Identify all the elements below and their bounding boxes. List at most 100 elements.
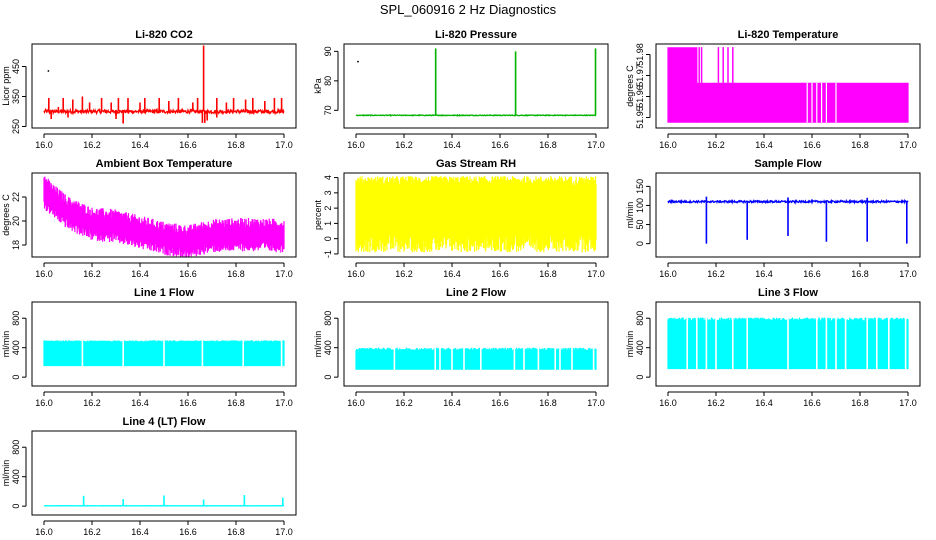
rh-band bbox=[355, 176, 597, 253]
line1-y-tick-label: 0 bbox=[11, 375, 21, 380]
rh-x-tick-label: 17.0 bbox=[587, 269, 605, 279]
line3-y-tick-label: 0 bbox=[635, 375, 645, 380]
line3-x-tick-label: 16.8 bbox=[851, 398, 869, 408]
line1-x-tick-label: 17.0 bbox=[275, 398, 293, 408]
sample_flow-x-tick-label: 16.8 bbox=[851, 269, 869, 279]
line1-x-tick-label: 16.0 bbox=[35, 398, 53, 408]
rh-y-tick-label: 3 bbox=[323, 190, 333, 195]
co2-x-tick-label: 17.0 bbox=[275, 140, 293, 150]
panel-line2: Line 2 Flow 16.0 16.2 16.4 16.6 16.8 17.0 0 400 8… bbox=[313, 287, 609, 408]
line2-x-tick-label: 16.8 bbox=[539, 398, 557, 408]
panel-rh: Gas Stream RH 16.0 16.2 16.4 16.6 16.8 17.0 -1 0… bbox=[313, 158, 609, 279]
line4-x-tick-label: 16.8 bbox=[227, 527, 245, 537]
ambient_temp-frame bbox=[31, 172, 297, 258]
line4-x-tick-label: 16.6 bbox=[179, 527, 197, 537]
line4-x-tick-label: 16.0 bbox=[35, 527, 53, 537]
line2-y-tick-label: 400 bbox=[323, 340, 333, 355]
co2-line bbox=[43, 107, 285, 116]
co2-title: Li-820 CO2 bbox=[135, 29, 192, 41]
co2-x-tick-label: 16.4 bbox=[131, 140, 149, 150]
licor_temp-x-tick-label: 17.0 bbox=[899, 140, 917, 150]
rh-series bbox=[355, 176, 597, 253]
line2-series bbox=[355, 302, 597, 386]
rh-y-tick-label: 1 bbox=[323, 221, 333, 226]
ambient_temp-x-tick-label: 17.0 bbox=[275, 269, 293, 279]
line3-x-tick-label: 16.4 bbox=[755, 398, 773, 408]
pressure-x-tick-label: 16.4 bbox=[443, 140, 461, 150]
pressure-y-tick-label: 80 bbox=[323, 76, 333, 86]
co2-x-tick-label: 16.2 bbox=[83, 140, 101, 150]
co2-frame bbox=[31, 43, 297, 129]
rh-x-tick-label: 16.8 bbox=[539, 269, 557, 279]
ambient_temp-x-tick-label: 16.0 bbox=[35, 269, 53, 279]
ambient_temp-x-tick-label: 16.6 bbox=[179, 269, 197, 279]
ambient_temp-y-tick-label: 20 bbox=[11, 216, 21, 226]
pressure-x-tick-label: 16.0 bbox=[347, 140, 365, 150]
line3-frame bbox=[655, 301, 921, 387]
co2-y-tick-label: 250 bbox=[11, 119, 21, 134]
licor_temp-title: Li-820 Temperature bbox=[738, 29, 839, 41]
pressure-y-label: kPa bbox=[313, 78, 323, 94]
line1-frame bbox=[31, 301, 297, 387]
ambient_temp-title: Ambient Box Temperature bbox=[96, 158, 233, 170]
licor_temp-segment bbox=[696, 82, 909, 123]
panel-line4: Line 4 (LT) Flow 16.0 16.2 16.4 16.6 16.8 17.0… bbox=[1, 416, 297, 537]
licor_temp-y-label: degrees C bbox=[625, 65, 635, 107]
line2-x-tick-label: 17.0 bbox=[587, 398, 605, 408]
line2-y-tick-label: 800 bbox=[323, 311, 333, 326]
sample_flow-x-tick-label: 17.0 bbox=[899, 269, 917, 279]
line1-x-tick-label: 16.6 bbox=[179, 398, 197, 408]
line2-x-tick-label: 16.0 bbox=[347, 398, 365, 408]
rh-x-tick-label: 16.0 bbox=[347, 269, 365, 279]
licor_temp-x-tick-label: 16.6 bbox=[803, 140, 821, 150]
line3-x-tick-label: 16.2 bbox=[707, 398, 725, 408]
pressure-y-tick-label: 70 bbox=[323, 105, 333, 115]
line1-y-tick-label: 800 bbox=[11, 311, 21, 326]
panel-co2: Li-820 CO2 16.0 16.2 16.4 16.6 16.8 17.0 250 350… bbox=[1, 29, 297, 150]
rh-y-tick-label: 2 bbox=[323, 206, 333, 211]
line2-x-tick-label: 16.4 bbox=[443, 398, 461, 408]
licor_temp-y-tick-label: 51.95 bbox=[635, 106, 645, 129]
pressure-x-tick-label: 17.0 bbox=[587, 140, 605, 150]
co2-x-tick-label: 16.0 bbox=[35, 140, 53, 150]
licor_temp-x-tick-label: 16.8 bbox=[851, 140, 869, 150]
co2-x-tick-label: 16.8 bbox=[227, 140, 245, 150]
licor_temp-segment bbox=[667, 47, 698, 123]
figure-title: SPL_060916 2 Hz Diagnostics bbox=[380, 2, 557, 17]
licor_temp-x-tick-label: 16.4 bbox=[755, 140, 773, 150]
line4-series bbox=[44, 495, 284, 507]
licor_temp-y-tick-label: 51.96 bbox=[635, 85, 645, 108]
pressure-point bbox=[357, 60, 359, 63]
rh-y-tick-label: -1 bbox=[323, 250, 333, 258]
panel-line1: Line 1 Flow 16.0 16.2 16.4 16.6 16.8 17.0 0 400 8… bbox=[1, 287, 297, 408]
line3-x-tick-label: 16.6 bbox=[803, 398, 821, 408]
line1-x-tick-label: 16.2 bbox=[83, 398, 101, 408]
ambient_temp-y-label: degrees C bbox=[1, 194, 11, 236]
co2-y-label: Licor ppm bbox=[1, 66, 11, 106]
ambient_temp-series bbox=[43, 176, 285, 257]
line4-y-label: ml/min bbox=[1, 460, 11, 487]
pressure-series bbox=[355, 48, 597, 117]
line4-x-tick-label: 16.4 bbox=[131, 527, 149, 537]
pressure-x-tick-label: 16.8 bbox=[539, 140, 557, 150]
rh-y-tick-label: 4 bbox=[323, 175, 333, 180]
line1-y-label: ml/min bbox=[1, 331, 11, 358]
rh-y-label: percent bbox=[313, 199, 323, 230]
line3-title: Line 3 Flow bbox=[758, 287, 818, 299]
licor_temp-y-tick-label: 51.98 bbox=[635, 43, 645, 66]
line3-y-label: ml/min bbox=[625, 331, 635, 358]
line1-y-tick-label: 400 bbox=[11, 340, 21, 355]
line1-title: Line 1 Flow bbox=[134, 287, 194, 299]
pressure-title: Li-820 Pressure bbox=[435, 29, 517, 41]
sample_flow-x-tick-label: 16.0 bbox=[659, 269, 677, 279]
rh-title: Gas Stream RH bbox=[436, 158, 516, 170]
line3-x-tick-label: 16.0 bbox=[659, 398, 677, 408]
line1-x-tick-label: 16.8 bbox=[227, 398, 245, 408]
pressure-frame bbox=[343, 43, 609, 129]
sample_flow-x-tick-label: 16.6 bbox=[803, 269, 821, 279]
sample_flow-y-tick-label: 100 bbox=[635, 198, 645, 213]
sample_flow-y-label: ml/min bbox=[625, 202, 635, 229]
ambient_temp-y-tick-label: 18 bbox=[11, 240, 21, 250]
ambient_temp-band bbox=[43, 176, 285, 257]
line2-x-tick-label: 16.2 bbox=[395, 398, 413, 408]
